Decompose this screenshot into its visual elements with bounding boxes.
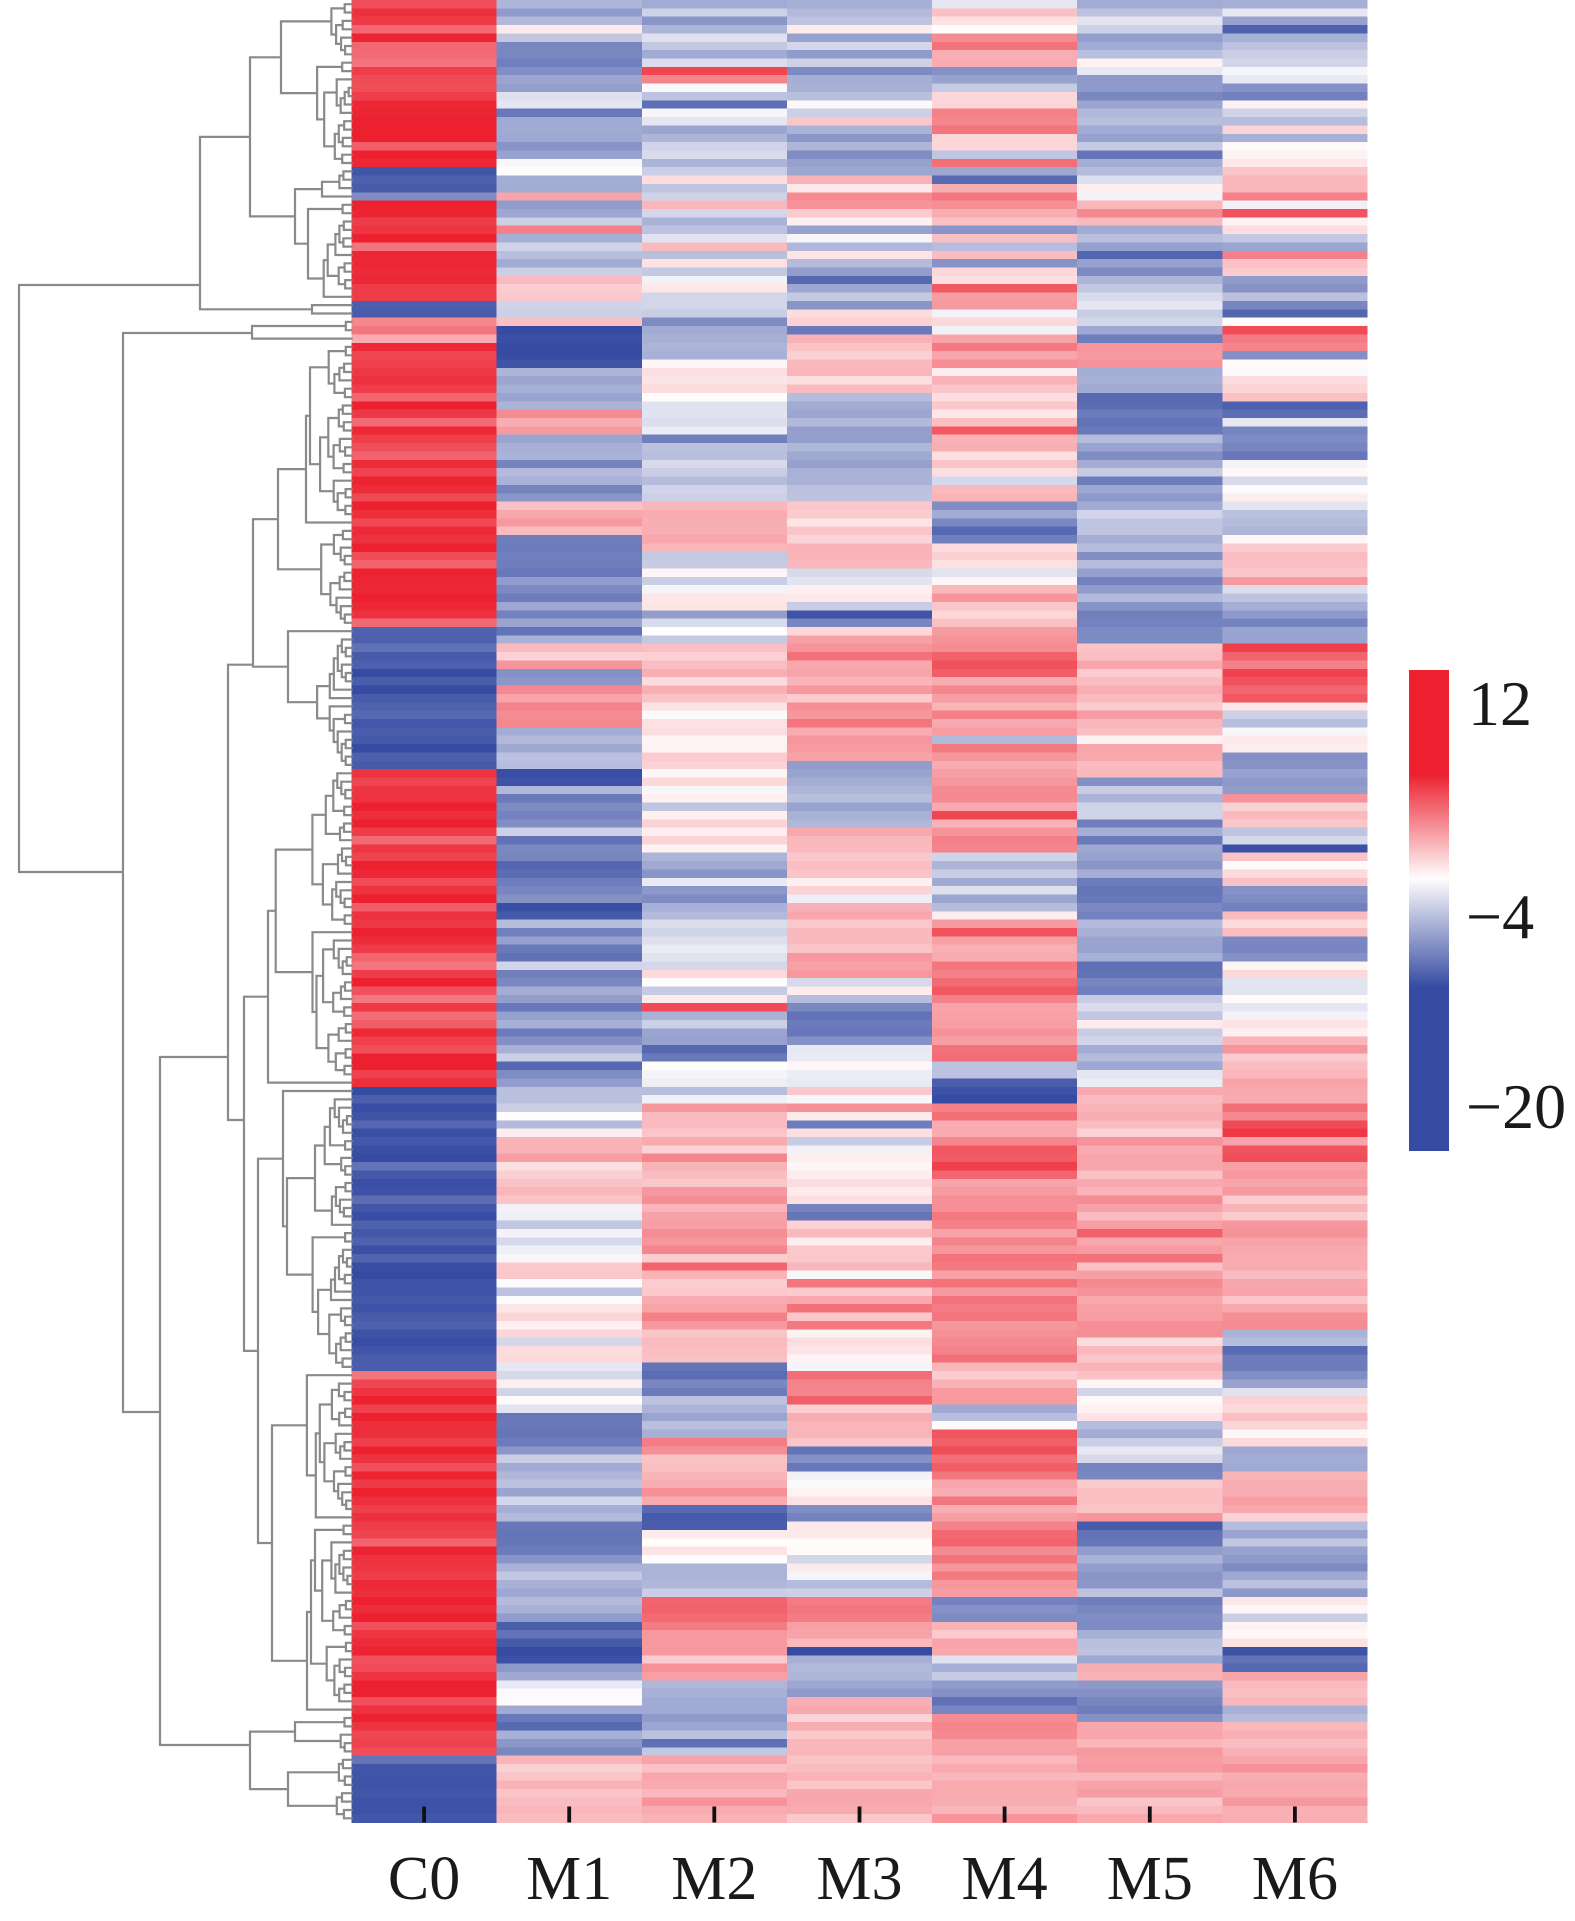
svg-text:12: 12 bbox=[1468, 668, 1532, 739]
svg-text:M1: M1 bbox=[526, 1845, 612, 1913]
svg-text:C0: C0 bbox=[388, 1845, 460, 1913]
svg-text:M3: M3 bbox=[816, 1845, 902, 1913]
svg-text:−4: −4 bbox=[1466, 881, 1534, 952]
svg-text:−20: −20 bbox=[1466, 1071, 1566, 1142]
svg-text:M2: M2 bbox=[671, 1845, 757, 1913]
svg-text:M5: M5 bbox=[1107, 1845, 1193, 1913]
svg-text:M6: M6 bbox=[1252, 1845, 1338, 1913]
svg-text:M4: M4 bbox=[962, 1845, 1048, 1913]
